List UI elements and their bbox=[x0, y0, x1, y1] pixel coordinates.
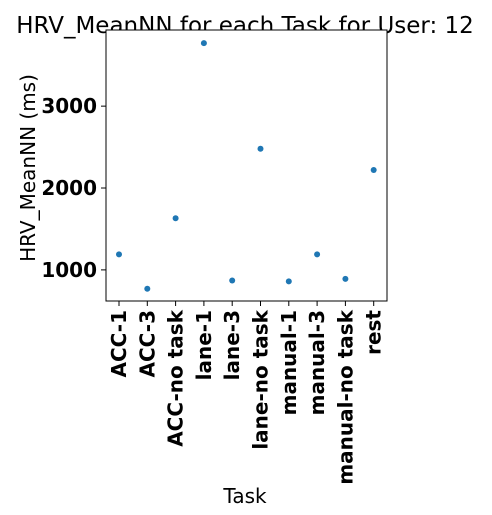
y-tick-label: 2000 bbox=[41, 176, 97, 200]
y-axis-label: HRV_MeanNN (ms) bbox=[16, 74, 40, 262]
data-point bbox=[200, 40, 207, 47]
data-point bbox=[285, 278, 292, 285]
data-point bbox=[257, 145, 264, 152]
data-point bbox=[370, 167, 377, 174]
x-tick-label: ACC-no task bbox=[164, 309, 188, 446]
y-tick-label: 3000 bbox=[41, 94, 97, 118]
data-point bbox=[116, 251, 122, 258]
data-point bbox=[229, 277, 236, 284]
data-point bbox=[144, 285, 151, 292]
x-tick-label: manual-1 bbox=[277, 310, 301, 415]
x-tick-label: lane-no task bbox=[249, 309, 273, 449]
data-point bbox=[342, 275, 349, 282]
data-points bbox=[116, 40, 377, 292]
x-tick-label: ACC-3 bbox=[135, 310, 159, 378]
x-tick-label: manual-no task bbox=[333, 309, 357, 484]
y-tick-label: 1000 bbox=[41, 258, 97, 282]
x-tick-label: ACC-1 bbox=[107, 310, 131, 378]
data-point bbox=[314, 251, 321, 258]
y-axis: 1000 2000 3000 bbox=[41, 94, 106, 282]
x-tick-label: lane-1 bbox=[192, 310, 216, 380]
data-point bbox=[172, 215, 179, 222]
x-axis-label: Task bbox=[222, 484, 267, 508]
x-tick-label: lane-3 bbox=[220, 310, 244, 380]
x-axis: ACC-1 ACC-3 ACC-no task lane-1 lane-3 lane-no… bbox=[107, 301, 386, 485]
x-tick-label: manual-3 bbox=[305, 310, 329, 415]
plot-area bbox=[105, 29, 388, 302]
x-tick-label: rest bbox=[362, 310, 386, 355]
